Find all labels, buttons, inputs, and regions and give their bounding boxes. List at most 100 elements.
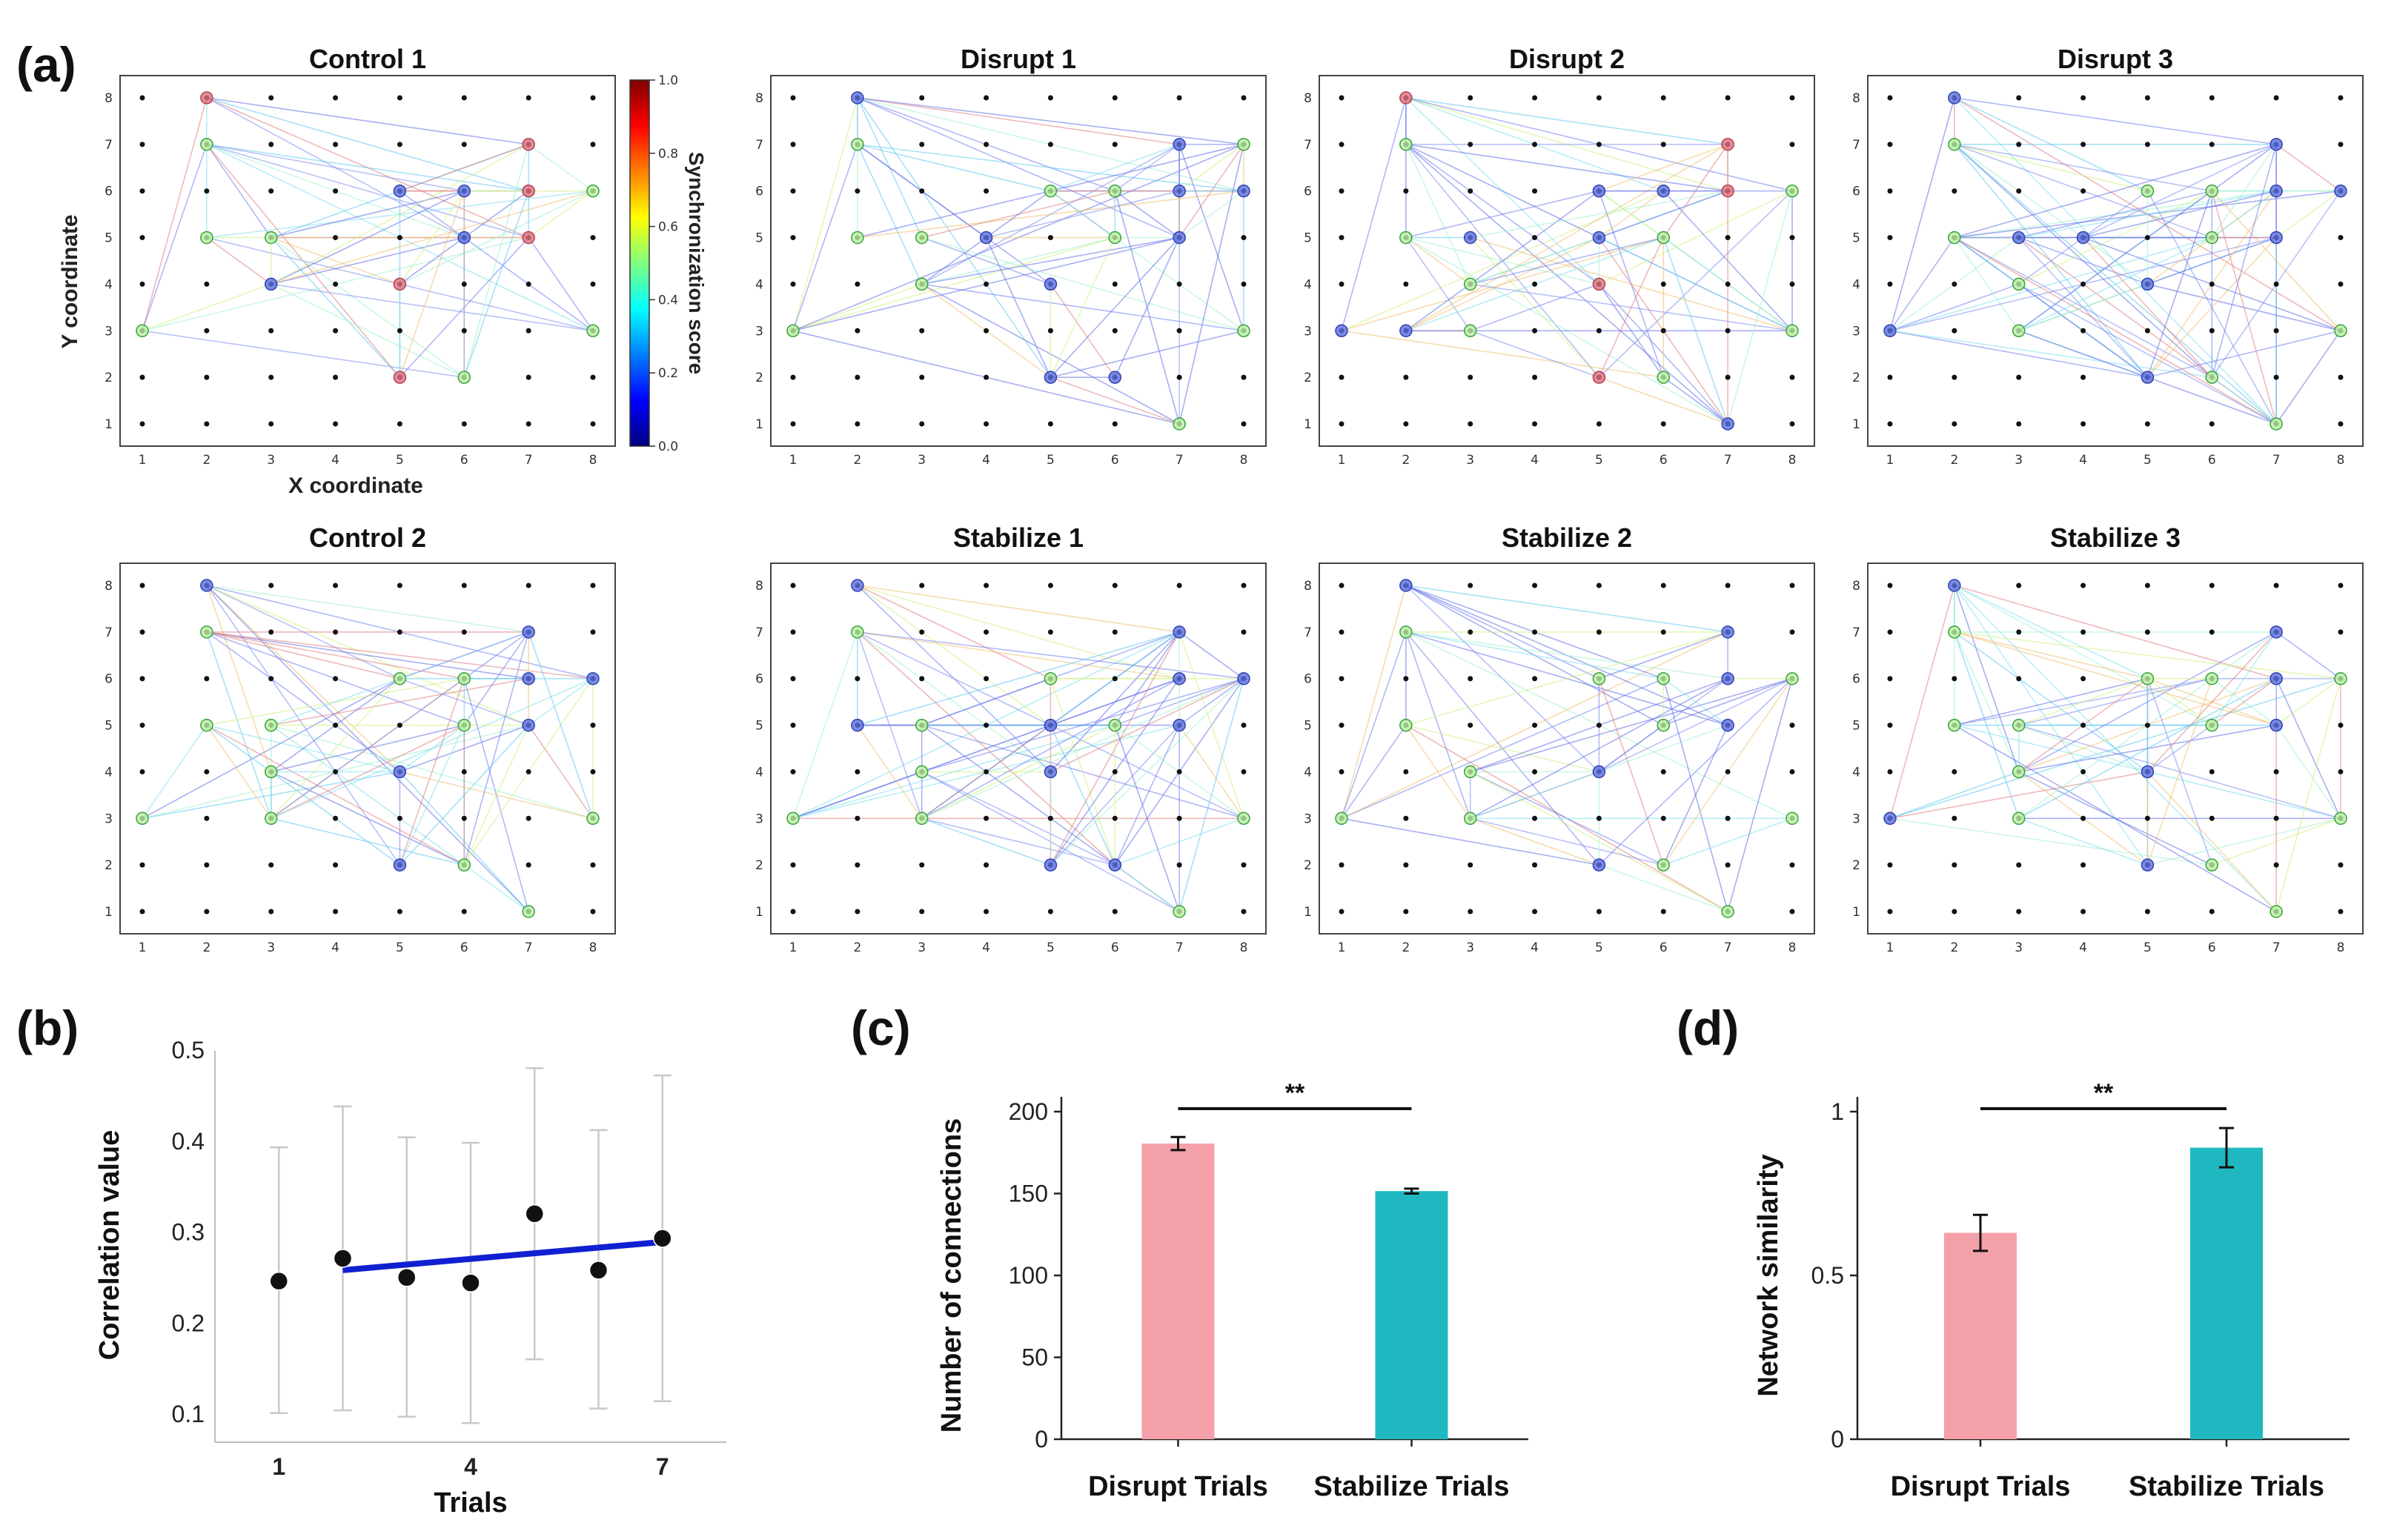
network-y-tick: 5 (1852, 719, 1860, 734)
grid-dot (1952, 815, 1957, 821)
network-node (1173, 417, 1186, 431)
network-y-tick: 3 (755, 812, 763, 826)
network-y-tick: 8 (755, 91, 763, 106)
grid-dot (790, 421, 796, 427)
network-x-tick: 3 (2015, 940, 2023, 955)
grid-dot (397, 909, 402, 915)
network-edge (1405, 631, 1471, 819)
grid-dot (2209, 909, 2215, 915)
grid-dot (984, 95, 989, 101)
grid-dot (2273, 328, 2279, 333)
network-edge (857, 97, 1180, 239)
network-edge (1050, 330, 1244, 378)
network-y-label: Y coordinate (58, 214, 82, 348)
grid-dot (590, 374, 596, 380)
grid-dot (204, 374, 210, 380)
network-edge (1341, 585, 1407, 819)
network-edge (921, 144, 1180, 285)
grid-dot (1241, 769, 1247, 774)
network-edge (1405, 725, 1471, 819)
grid-dot (2016, 583, 2022, 588)
network-panel: Disrupt 3 1 1 2 2 3 3 4 4 5 5 6 6 7 7 8 8 (1852, 44, 2364, 468)
grid-dot (268, 95, 274, 101)
grid-dot (2144, 723, 2150, 728)
grid-dot (984, 142, 989, 147)
network-edge (1405, 144, 1728, 192)
network-node (2012, 718, 2026, 732)
network-edge (1889, 330, 2212, 378)
network-edge (271, 817, 465, 866)
grid-dot (919, 862, 925, 868)
network-x-tick: 3 (918, 453, 926, 468)
grid-dot (1725, 328, 1731, 333)
network-edge (206, 585, 272, 772)
grid-dot (1789, 95, 1795, 101)
network-node (1463, 812, 1477, 826)
network-x-tick: 5 (396, 453, 404, 468)
network-edge (857, 725, 923, 819)
network-node (264, 277, 278, 291)
network-y-tick: 2 (1304, 858, 1312, 873)
network-edge (1405, 631, 1728, 680)
network-node (1173, 230, 1186, 245)
grid-dot (333, 676, 339, 682)
network-edge (142, 144, 208, 331)
network-y-tick: 2 (755, 371, 763, 385)
network-edge (142, 283, 271, 332)
network-edge (1114, 190, 1180, 239)
network-edge (271, 190, 465, 239)
grid-dot (333, 374, 339, 380)
network-x-tick: 2 (1402, 940, 1410, 955)
network-y-tick: 6 (755, 185, 763, 199)
network-edge (142, 330, 465, 378)
grid-dot (1241, 235, 1247, 241)
network-edge (1178, 631, 1244, 680)
grid-dot (2016, 95, 2022, 101)
network-node (2012, 324, 2026, 338)
grid-dot (1887, 188, 1893, 194)
grid-dot (2209, 95, 2215, 101)
network-edge (857, 585, 1051, 726)
grid-dot (1047, 909, 1053, 915)
b-x-tick: 1 (272, 1453, 285, 1480)
grid-dot (139, 142, 145, 147)
grid-dot (2338, 374, 2344, 380)
network-y-tick: 5 (1304, 231, 1312, 246)
network-node (200, 230, 213, 245)
grid-dot (525, 815, 531, 821)
grid-dot (204, 188, 210, 194)
grid-dot (590, 723, 596, 728)
network-node (851, 579, 864, 592)
grid-dot (1339, 188, 1344, 194)
network-edge (2083, 190, 2277, 239)
network-node (1721, 138, 1734, 151)
grid-dot (139, 281, 145, 287)
grid-dot (984, 769, 989, 774)
network-nodes (786, 579, 1250, 918)
network-node (1399, 91, 1413, 104)
network-node (1657, 671, 1671, 686)
network-edge (1598, 283, 1664, 378)
grid-dot (204, 909, 210, 915)
network-node (1108, 718, 1122, 732)
grid-dot (461, 281, 467, 287)
network-x-tick: 6 (2208, 453, 2216, 468)
b-data-point (269, 1271, 288, 1291)
network-node (1399, 324, 1413, 338)
network-nodes (1335, 579, 1799, 918)
network-x-tick: 7 (1724, 453, 1732, 468)
network-y-tick: 4 (105, 765, 113, 780)
grid-dot (1660, 769, 1666, 774)
network-edge (2275, 144, 2341, 192)
network-x-tick: 4 (2079, 453, 2087, 468)
grid-dot (1403, 909, 1409, 915)
network-x-tick: 6 (1111, 453, 1119, 468)
grid-dot (590, 235, 596, 241)
grid-dot (1725, 815, 1731, 821)
grid-dot (590, 281, 596, 287)
network-edge (1114, 725, 1180, 866)
network-node (393, 671, 407, 686)
grid-dot (2144, 815, 2150, 821)
network-node (522, 905, 535, 918)
b-data-point (653, 1229, 672, 1248)
